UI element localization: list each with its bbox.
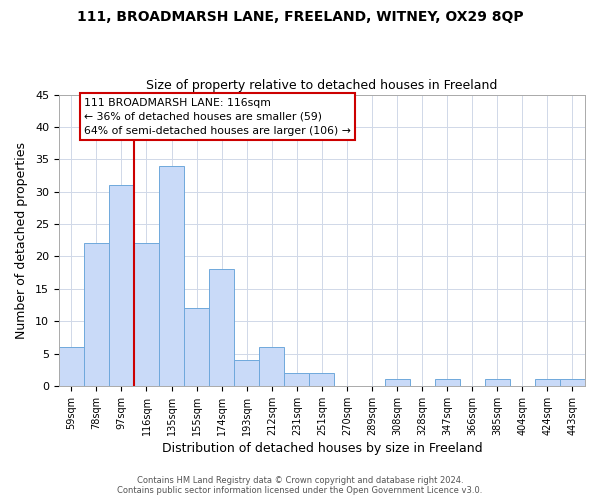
Bar <box>310 373 334 386</box>
Text: 111 BROADMARSH LANE: 116sqm
← 36% of detached houses are smaller (59)
64% of sem: 111 BROADMARSH LANE: 116sqm ← 36% of det… <box>84 98 351 136</box>
Bar <box>159 166 184 386</box>
Bar <box>259 347 284 386</box>
Title: Size of property relative to detached houses in Freeland: Size of property relative to detached ho… <box>146 79 497 92</box>
Bar <box>535 380 560 386</box>
Bar <box>485 380 510 386</box>
Bar <box>59 347 84 386</box>
Bar <box>134 244 159 386</box>
Text: Contains HM Land Registry data © Crown copyright and database right 2024.
Contai: Contains HM Land Registry data © Crown c… <box>118 476 482 495</box>
Bar <box>560 380 585 386</box>
Bar <box>109 185 134 386</box>
Bar <box>84 244 109 386</box>
Bar <box>234 360 259 386</box>
Bar <box>184 308 209 386</box>
X-axis label: Distribution of detached houses by size in Freeland: Distribution of detached houses by size … <box>161 442 482 455</box>
Y-axis label: Number of detached properties: Number of detached properties <box>15 142 28 339</box>
Bar <box>385 380 410 386</box>
Bar <box>434 380 460 386</box>
Bar <box>209 270 234 386</box>
Text: 111, BROADMARSH LANE, FREELAND, WITNEY, OX29 8QP: 111, BROADMARSH LANE, FREELAND, WITNEY, … <box>77 10 523 24</box>
Bar <box>284 373 310 386</box>
